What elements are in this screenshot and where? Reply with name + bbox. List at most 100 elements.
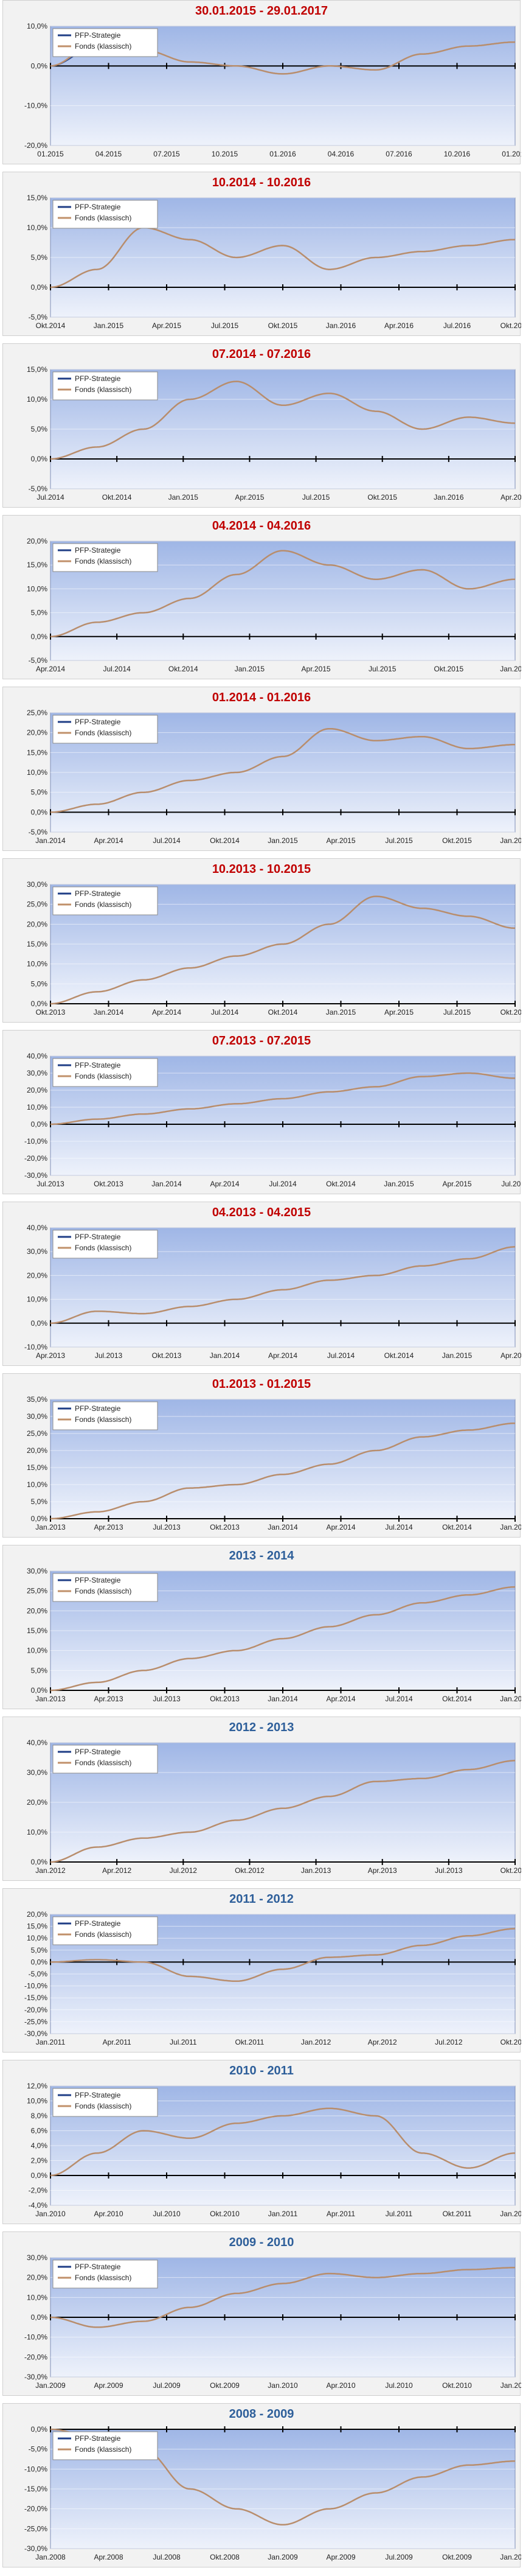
x-tick-label: Jan.2014	[151, 1180, 182, 1188]
series-line-fund	[50, 226, 516, 289]
x-tick-label: Jan.2014	[94, 1008, 124, 1017]
x-tick-label: Okt.2014	[442, 1523, 472, 1531]
y-tick-label: -30,0%	[24, 2373, 47, 2381]
y-tick-label: 10,0%	[27, 1647, 47, 1655]
x-tick-label: Okt.2013	[152, 1351, 182, 1360]
x-tick-label: Apr.2010	[94, 2210, 123, 2218]
y-tick-label: 0,0%	[31, 1686, 48, 1695]
x-tick-label: Jul.2008	[153, 2553, 181, 2561]
x-tick-label: Apr.2014	[94, 836, 123, 845]
legend-label: Fonds (klassisch)	[75, 1759, 131, 1767]
chart-panel: 2011 - 2012 -30,0% -25,0% -20,0% -15,0% -10,0…	[2, 1888, 521, 2053]
chart-svg: -30,0% -25,0% -20,0% -15,0% -10,0% -5,0% 0,0% J…	[24, 2425, 521, 2561]
x-tick-label: Jul.2014	[36, 493, 64, 502]
chart-title: 07.2013 - 07.2015	[212, 1034, 311, 1048]
x-tick-label: Jan.2010	[500, 2553, 521, 2561]
y-tick-label: 0,0%	[31, 632, 48, 641]
y-tick-label: -20,0%	[24, 2353, 47, 2361]
x-tick-label: Apr.2008	[94, 2553, 123, 2561]
y-tick-label: 10,0%	[27, 395, 47, 404]
y-tick-label: -20,0%	[24, 1154, 47, 1163]
chart-panel: 01.2013 - 01.2015 0,0% 5,0% 10,0% 15,0% 20,0%…	[2, 1373, 521, 1538]
x-tick-label: Jul.2013	[435, 1866, 463, 1875]
legend-box	[52, 1745, 158, 1774]
y-tick-label: -5,0%	[29, 2445, 48, 2454]
legend-label: PFP-Strategie	[75, 374, 121, 383]
y-tick-label: 30,0%	[27, 1069, 47, 1077]
x-tick-label: Okt.2010	[442, 2381, 472, 2390]
y-tick-label: -2,0%	[29, 2186, 48, 2195]
series-line-fund	[50, 727, 515, 813]
y-tick-label: 15,0%	[27, 1463, 47, 1472]
x-tick-label: Jul.2010	[153, 2210, 181, 2218]
x-tick-label: 01.2016	[269, 150, 296, 158]
y-tick-label: 0,0%	[31, 1514, 48, 1523]
y-tick-label: 15,0%	[27, 194, 47, 202]
legend-label: Fonds (klassisch)	[75, 1930, 131, 1939]
x-tick-label: Apr.2014	[210, 1180, 239, 1188]
chart-panel: 2012 - 2013 0,0% 10,0% 20,0% 30,0% 40,0% Jan.2…	[2, 1717, 521, 1881]
legend-box	[52, 28, 158, 57]
legend-label: PFP-Strategie	[75, 203, 121, 211]
y-tick-label: 10,0%	[27, 584, 47, 593]
x-tick-label: Jan.2015	[326, 1008, 356, 1017]
chart-title: 2009 - 2010	[229, 2236, 294, 2249]
x-tick-label: Jan.2015	[168, 493, 199, 502]
x-tick-label: Jul.2010	[385, 2381, 413, 2390]
y-tick-label: 15,0%	[27, 940, 47, 948]
x-tick-label: Okt.2012	[500, 2038, 521, 2046]
y-tick-label: -4,0%	[29, 2201, 48, 2210]
series-line-fund	[50, 895, 516, 1005]
y-tick-label: 25,0%	[27, 900, 47, 909]
x-tick-label: Jul.2014	[153, 836, 181, 845]
x-tick-label: Jan.2015	[94, 321, 124, 330]
y-tick-label: -30,0%	[24, 2029, 47, 2038]
y-tick-label: 5,0%	[31, 253, 48, 262]
y-tick-label: 20,0%	[27, 1606, 47, 1615]
x-tick-label: Jan.2010	[268, 2381, 298, 2390]
x-tick-label: Apr.2010	[326, 2381, 355, 2390]
series-line-fund	[50, 1586, 516, 1692]
x-tick-label: Okt.2015	[268, 321, 298, 330]
x-tick-label: 01.2017	[502, 150, 521, 158]
y-tick-label: -10,0%	[24, 1982, 47, 1990]
y-tick-label: 15,0%	[27, 1626, 47, 1635]
x-tick-label: Apr.2015	[384, 1008, 414, 1017]
legend-label: PFP-Strategie	[75, 1748, 121, 1756]
chart-panel: 30.01.2015 - 29.01.2017 -20,0% -10,0% 0,0% 1…	[2, 0, 521, 164]
x-tick-label: Jul.2014	[103, 665, 131, 673]
x-tick-label: Jan.2015	[235, 665, 265, 673]
x-tick-label: Jul.2014	[327, 1351, 355, 1360]
y-tick-label: 0,0%	[31, 2313, 48, 2322]
y-tick-label: 10,0%	[27, 1934, 47, 1942]
legend-label: Fonds (klassisch)	[75, 900, 131, 909]
x-tick-label: Jan.2012	[301, 2038, 331, 2046]
legend-label: PFP-Strategie	[75, 2263, 121, 2271]
chart-svg: -5,0% 0,0% 5,0% 10,0% 15,0% Jul.2014 Okt.2014 J…	[27, 365, 521, 502]
legend-label: Fonds (klassisch)	[75, 1587, 131, 1595]
series-line-fund	[50, 1072, 515, 1125]
legend-box	[52, 1058, 158, 1087]
x-tick-label: 07.2016	[386, 150, 412, 158]
x-tick-label: Jul.2011	[170, 2038, 197, 2046]
x-tick-label: Jul.2009	[385, 2553, 413, 2561]
chart-svg: 0,0% 5,0% 10,0% 15,0% 20,0% 25,0% 30,0% Okt.201…	[27, 880, 521, 1017]
y-tick-label: -25,0%	[24, 2017, 47, 2026]
x-tick-label: Apr.2011	[327, 2210, 355, 2218]
legend-label: PFP-Strategie	[75, 2434, 121, 2443]
x-tick-label: Apr.2011	[103, 2038, 131, 2046]
x-tick-label: 10.2015	[212, 150, 238, 158]
legend-label: Fonds (klassisch)	[75, 42, 131, 51]
y-tick-label: 0,0%	[31, 999, 48, 1008]
x-tick-label: Jan.2015	[442, 1351, 473, 1360]
legend-label: Fonds (klassisch)	[75, 1244, 131, 1252]
y-tick-label: 0,0%	[31, 455, 48, 463]
chart-svg: -10,0% 0,0% 10,0% 20,0% 30,0% 40,0% Apr.2013 Ju…	[24, 1223, 521, 1360]
y-tick-label: 5,0%	[31, 979, 48, 988]
chart-svg: -5,0% 0,0% 5,0% 10,0% 15,0% Okt.2014 Jan.2015 A…	[27, 194, 521, 330]
legend-box	[52, 1916, 158, 1945]
y-tick-label: -5,0%	[29, 485, 48, 493]
y-tick-label: 25,0%	[27, 1587, 47, 1595]
y-tick-label: 5,0%	[31, 609, 48, 617]
